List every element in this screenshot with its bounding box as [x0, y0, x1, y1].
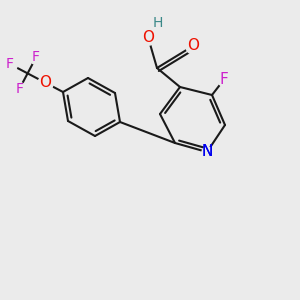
Text: F: F — [220, 72, 229, 87]
Text: O: O — [187, 38, 199, 53]
Text: O: O — [39, 75, 51, 90]
Text: F: F — [15, 82, 23, 96]
Text: N: N — [201, 145, 213, 160]
Text: F: F — [32, 50, 40, 64]
Text: O: O — [142, 29, 154, 44]
Text: N: N — [201, 145, 213, 160]
Text: H: H — [153, 16, 163, 30]
Text: F: F — [6, 57, 14, 71]
